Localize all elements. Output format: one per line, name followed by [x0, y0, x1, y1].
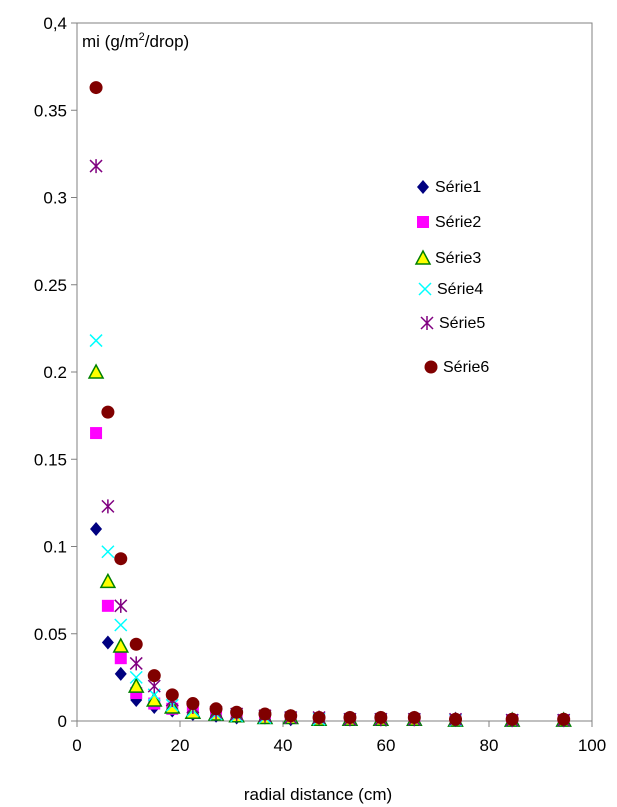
y-axis-title: mi (g/m2/drop) — [82, 31, 189, 51]
y-tick-label: 0.25 — [34, 276, 67, 295]
data-point — [129, 656, 143, 671]
y-tick-label: 0.3 — [43, 189, 67, 208]
y-axis: 0 0.05 0.1 0.15 0.2 0.25 0.3 0.35 0,4 — [34, 14, 77, 731]
legend-label: Série4 — [437, 281, 483, 298]
data-point — [114, 552, 128, 566]
legend-marker — [417, 216, 429, 228]
data-point — [129, 637, 143, 651]
legend-marker — [418, 282, 432, 296]
data-point — [101, 599, 114, 612]
data-point — [505, 712, 519, 726]
x-tick-label: 100 — [578, 736, 606, 755]
data-point — [112, 637, 130, 653]
data-point — [89, 159, 103, 174]
data-point — [101, 499, 115, 514]
legend-label: Série5 — [439, 315, 485, 332]
data-point — [284, 709, 298, 723]
data-points — [87, 81, 572, 728]
y-tick-label: 0.15 — [34, 450, 67, 469]
data-point — [127, 677, 145, 693]
data-point — [101, 635, 114, 650]
series-6 — [89, 81, 571, 726]
data-point — [89, 81, 103, 95]
x-tick-label: 40 — [274, 736, 293, 755]
data-point — [129, 670, 143, 684]
data-point — [99, 572, 117, 589]
legend-label: Série2 — [435, 214, 481, 231]
data-point — [90, 522, 103, 537]
x-axis-title: radial distance (cm) — [244, 785, 392, 804]
x-tick-label: 80 — [480, 736, 499, 755]
data-point — [407, 711, 421, 725]
legend-marker — [424, 360, 438, 374]
y-tick-label: 0.05 — [34, 625, 67, 644]
x-axis: 0 20 40 60 80 100 — [72, 721, 606, 755]
legend-marker — [420, 316, 434, 330]
legend-marker — [414, 249, 432, 265]
y-tick-label: 0 — [58, 712, 67, 731]
data-point — [209, 702, 223, 716]
y-tick-label: 0,4 — [43, 14, 67, 33]
data-point — [258, 707, 272, 721]
data-point — [186, 697, 200, 711]
y-tick-label: 0.35 — [34, 101, 67, 120]
data-point — [114, 618, 128, 632]
data-point — [374, 711, 388, 725]
data-point — [114, 598, 128, 613]
data-point — [557, 712, 571, 726]
data-point — [145, 691, 163, 707]
y-tick-label: 0.2 — [43, 363, 67, 382]
data-point — [165, 688, 179, 702]
data-point — [101, 545, 115, 559]
x-tick-label: 20 — [171, 736, 190, 755]
x-tick-label: 60 — [377, 736, 396, 755]
data-point — [312, 711, 326, 725]
legend-label: Série3 — [435, 250, 481, 267]
plot-area — [76, 22, 593, 722]
data-point — [101, 405, 115, 419]
data-point — [343, 711, 357, 725]
data-point — [449, 712, 463, 726]
legend-label: Série6 — [443, 359, 489, 376]
data-point — [89, 334, 103, 348]
legend-marker — [417, 180, 429, 194]
y-tick-label: 0.1 — [43, 538, 67, 557]
data-point — [114, 652, 127, 665]
data-point — [87, 363, 105, 379]
data-point — [230, 705, 244, 719]
data-point — [90, 427, 103, 440]
legend-label: Série1 — [435, 179, 481, 196]
x-tick-label: 0 — [72, 736, 81, 755]
legend: Série1 Série2 Série3 Série4 Série5 Série6 — [414, 179, 489, 376]
data-point — [147, 669, 161, 683]
data-point — [114, 666, 127, 681]
